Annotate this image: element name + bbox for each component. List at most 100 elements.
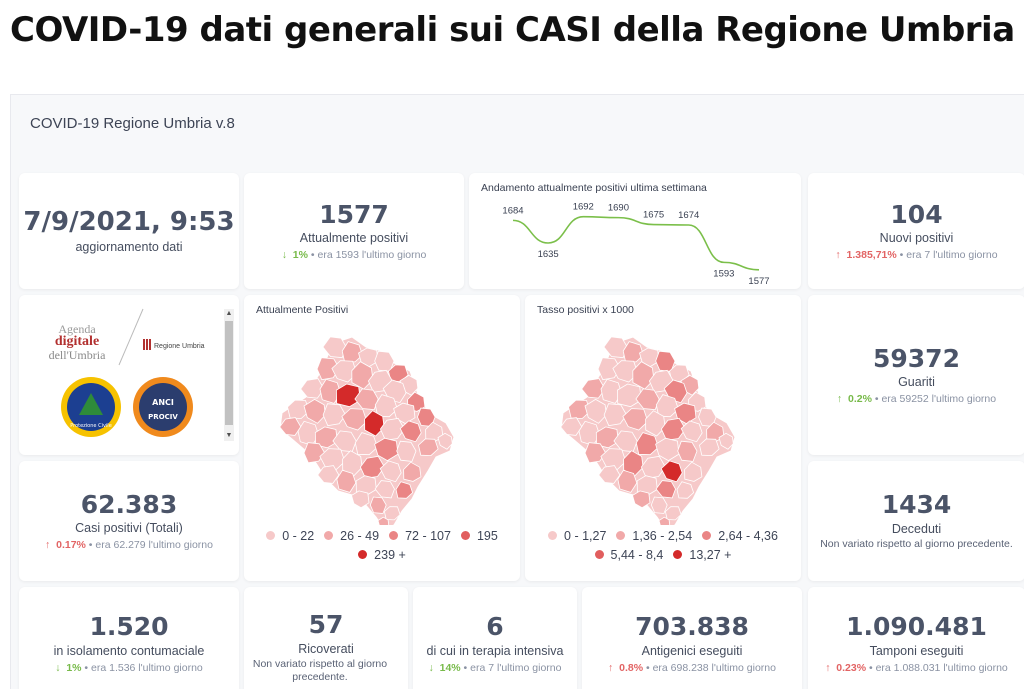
municipality-area[interactable]	[354, 432, 378, 456]
municipality-area[interactable]	[379, 417, 405, 441]
municipality-area[interactable]	[354, 388, 379, 411]
municipality-area[interactable]	[379, 460, 402, 483]
municipality-area[interactable]	[300, 378, 325, 399]
municipality-area[interactable]	[658, 516, 671, 525]
municipality-area[interactable]	[303, 398, 326, 424]
municipality-area[interactable]	[359, 455, 385, 479]
casi-totali-pct: 0.17%	[56, 539, 86, 552]
municipality-area[interactable]	[616, 383, 642, 408]
municipality-area[interactable]	[331, 360, 358, 383]
municipality-area[interactable]	[650, 496, 668, 514]
municipality-area[interactable]	[377, 516, 390, 525]
legend-item[interactable]: 0 - 22	[266, 527, 314, 546]
municipality-area[interactable]	[677, 440, 698, 462]
umbria-map-positivi[interactable]	[244, 325, 520, 525]
municipality-area[interactable]	[598, 465, 621, 484]
municipality-area[interactable]	[395, 481, 414, 499]
municipality-area[interactable]	[640, 455, 666, 479]
municipality-area[interactable]	[319, 378, 342, 404]
legend-label: 26 - 49	[340, 529, 380, 543]
municipality-area[interactable]	[351, 490, 370, 509]
legend-item[interactable]: 195	[460, 527, 498, 546]
nuovi-positivi-card: 104 Nuovi positivi ↑ 1.385,71% • era 7 l…	[808, 173, 1024, 289]
municipality-area[interactable]	[303, 442, 326, 464]
legend-item[interactable]: 13,27 +	[673, 546, 731, 565]
antigenici-compare: ↑ 0.8% • era 698.238 l'ultimo giorno	[608, 661, 776, 674]
municipality-area[interactable]	[279, 417, 302, 436]
municipality-area[interactable]	[655, 437, 680, 462]
municipality-area[interactable]	[635, 432, 659, 456]
municipality-area[interactable]	[396, 440, 417, 462]
deceduti-note: Non variato rispetto al giorno precedent…	[820, 537, 1013, 550]
municipality-area[interactable]	[584, 398, 607, 424]
municipality-area[interactable]	[317, 465, 340, 484]
arrow-up-icon: ↑	[835, 249, 841, 262]
municipality-area[interactable]	[584, 442, 607, 464]
municipality-area[interactable]	[664, 506, 682, 521]
legend-item[interactable]: 26 - 49	[324, 527, 379, 546]
municipality-area[interactable]	[568, 399, 591, 419]
municipality-area[interactable]	[622, 408, 649, 431]
anci-text: ANCI	[152, 398, 174, 407]
municipality-area[interactable]	[403, 461, 422, 482]
municipality-area[interactable]	[597, 357, 622, 381]
ricoverati-note: Non variato rispetto al giorno precedent…	[252, 657, 388, 683]
municipality-area[interactable]	[341, 408, 368, 431]
municipality-area[interactable]	[314, 426, 338, 449]
municipality-area[interactable]	[603, 336, 628, 359]
legend-item[interactable]: 2,64 - 4,36	[702, 527, 778, 546]
municipality-area[interactable]	[399, 420, 422, 443]
municipality-area[interactable]	[645, 410, 666, 437]
municipality-area[interactable]	[635, 388, 660, 411]
municipality-area[interactable]	[369, 496, 387, 514]
legend-swatch-icon	[324, 531, 334, 540]
municipality-area[interactable]	[383, 506, 401, 521]
municipality-area[interactable]	[600, 378, 623, 404]
municipality-area[interactable]	[617, 469, 638, 493]
legend-swatch-icon	[266, 531, 276, 540]
municipality-area[interactable]	[660, 417, 686, 441]
municipality-area[interactable]	[374, 480, 395, 499]
municipality-area[interactable]	[622, 341, 644, 363]
municipality-area[interactable]	[595, 426, 619, 449]
municipality-area[interactable]	[560, 417, 583, 436]
legend-item[interactable]: 1,36 - 2,54	[616, 527, 692, 546]
municipality-area[interactable]	[603, 403, 628, 427]
municipality-area[interactable]	[418, 438, 439, 457]
municipality-area[interactable]	[699, 438, 720, 457]
attualmente-positivi-compare: ↓ 1% • era 1593 l'ultimo giorno	[281, 249, 427, 262]
municipality-area[interactable]	[316, 357, 341, 381]
municipality-area[interactable]	[684, 461, 703, 482]
municipality-area[interactable]	[322, 403, 347, 427]
municipality-area[interactable]	[374, 394, 398, 418]
municipality-area[interactable]	[680, 420, 703, 443]
umbria-map-tasso[interactable]	[525, 325, 801, 525]
legend-item[interactable]: 5,44 - 8,4	[594, 546, 663, 565]
scroll-down-icon[interactable]: ▼	[225, 432, 233, 439]
municipality-area[interactable]	[655, 394, 679, 418]
municipality-area[interactable]	[336, 469, 357, 493]
municipality-area[interactable]	[718, 432, 734, 450]
municipality-area[interactable]	[341, 341, 363, 363]
logos-scrollbar[interactable]: ▲ ▼	[224, 309, 234, 441]
logo-divider	[118, 308, 144, 366]
regione-umbria-flag-icon	[143, 339, 151, 350]
municipality-area[interactable]	[374, 437, 399, 462]
municipality-area[interactable]	[581, 378, 606, 399]
municipality-area[interactable]	[632, 490, 651, 509]
municipality-area[interactable]	[364, 410, 385, 437]
scroll-thumb[interactable]	[225, 321, 233, 425]
municipality-area[interactable]	[322, 336, 347, 359]
municipality-area[interactable]	[660, 460, 683, 483]
municipality-area[interactable]	[335, 383, 361, 408]
municipality-area[interactable]	[287, 399, 310, 419]
municipality-area[interactable]	[437, 432, 453, 450]
legend-item[interactable]: 0 - 1,27	[548, 527, 606, 546]
municipality-area[interactable]	[612, 360, 639, 383]
legend-item[interactable]: 72 - 107	[389, 527, 451, 546]
municipality-area[interactable]	[655, 480, 676, 499]
map-tasso-title: Tasso positivi x 1000	[537, 304, 634, 316]
municipality-area[interactable]	[676, 481, 695, 499]
scroll-up-icon[interactable]: ▲	[225, 310, 233, 317]
legend-item[interactable]: 239 +	[358, 546, 406, 565]
